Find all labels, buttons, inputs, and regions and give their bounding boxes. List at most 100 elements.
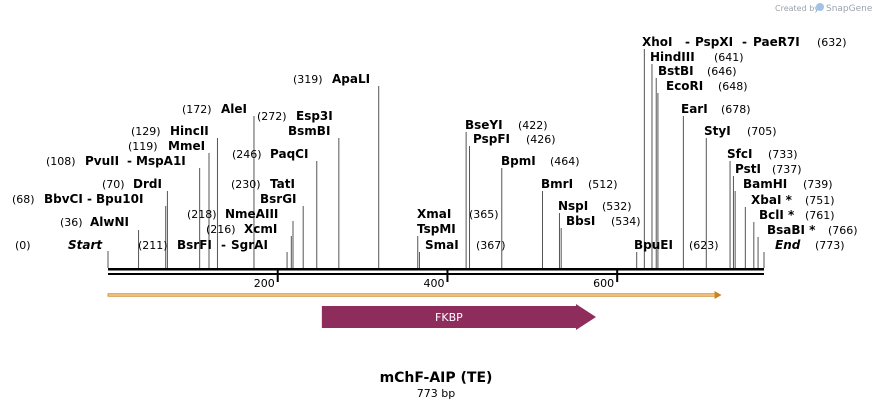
site-name: HindIII: [650, 50, 695, 64]
site-position: (108): [46, 155, 76, 168]
site-name: TatI: [270, 177, 295, 191]
cut-lines: [107, 49, 765, 268]
site-position: (426): [526, 133, 556, 146]
site-position: (367): [476, 239, 506, 252]
site-position: (464): [550, 155, 580, 168]
brand-name: SnapGene: [826, 4, 872, 14]
site-name: TspMI: [417, 222, 456, 236]
site-position: (773): [815, 239, 845, 252]
site-dash: -: [685, 35, 690, 49]
feature-arrowhead-1: [714, 291, 722, 299]
site-name: BpmI: [501, 154, 536, 168]
site-position: (422): [518, 119, 548, 132]
site-position: (737): [772, 163, 802, 176]
site-position: (678): [721, 103, 751, 116]
site-name: HincII: [170, 124, 209, 138]
site-position: (766): [828, 224, 858, 237]
feature-bar-1: [107, 293, 716, 297]
site-position: (218): [187, 208, 217, 221]
site-position: (761): [805, 209, 835, 222]
created-by-text: Created by: [775, 4, 819, 13]
site-name: BclI *: [759, 208, 795, 222]
site-name: BseYI: [465, 118, 503, 132]
backbone-top-line: [108, 268, 764, 271]
site-name: PspXI: [695, 35, 733, 49]
site-name: Start: [68, 238, 103, 252]
site-dash-name: MspA1I: [136, 154, 186, 168]
site-name: XhoI: [642, 35, 673, 49]
site-position: (319): [293, 73, 323, 86]
site-position: (751): [805, 194, 835, 207]
site-dash: -: [742, 35, 747, 49]
site-name: PvuII: [85, 154, 119, 168]
site-name: BbvCI: [44, 192, 83, 206]
site-name: BstBI: [658, 64, 694, 78]
site-name: PstI: [735, 162, 761, 176]
site-name: Esp3I: [296, 109, 333, 123]
backbone-bottom-line: [108, 273, 764, 275]
site-name: SgrAI: [231, 238, 268, 252]
ruler-label: 600: [593, 277, 614, 290]
site-position: (648): [718, 80, 748, 93]
site-position: (365): [469, 208, 499, 221]
site-name: ApaLI: [332, 72, 370, 86]
site-name: DrdI: [133, 177, 162, 191]
site-position: (623): [689, 239, 719, 252]
site-position: (230): [231, 178, 261, 191]
site-position: (641): [714, 51, 744, 64]
feature-label: FKBP: [435, 311, 463, 324]
site-name: PaeR7I: [753, 35, 800, 49]
site-name: BpuEI: [634, 238, 673, 252]
site-name: NmeAIII: [225, 207, 278, 221]
site-position: (0): [15, 239, 31, 252]
site-position: (68): [12, 193, 35, 206]
site-name: SfcI: [727, 147, 752, 161]
site-position: (272): [257, 110, 287, 123]
site-name: BsmBI: [288, 124, 330, 138]
site-name: XcmI: [244, 222, 277, 236]
site-position: (534): [611, 215, 641, 228]
site-name: BmrI: [541, 177, 573, 191]
snapgene-logo-icon: [816, 3, 824, 11]
site-labels: (0) Start (36) AlwNI (68) BbvCI (70) DrdI (108) P…: [12, 35, 858, 252]
plasmid-name: mChF-AIP (TE): [380, 370, 493, 386]
site-name: XmaI: [417, 207, 451, 221]
site-position: (632): [817, 36, 847, 49]
features: FKBP: [107, 291, 722, 330]
plasmid-length: 773 bp: [417, 387, 455, 400]
site-position: (119): [128, 140, 158, 153]
site-name: Bpu10I: [96, 192, 143, 206]
site-position: (70): [102, 178, 125, 191]
site-name: End: [775, 238, 801, 252]
site-position: (172): [182, 103, 212, 116]
feature-fkbp-arrow: [321, 304, 596, 330]
site-dash: -: [127, 154, 132, 168]
site-name: NspI: [558, 199, 588, 213]
site-position: (733): [768, 148, 798, 161]
site-dash: -: [221, 238, 226, 252]
site-position: (532): [602, 200, 632, 213]
site-position: (129): [131, 125, 161, 138]
ruler-label: 200: [254, 277, 275, 290]
site-position: (246): [232, 148, 262, 161]
site-name: AlwNI: [90, 215, 129, 229]
site-name: PspFI: [473, 132, 510, 146]
site-name: BsrFI: [177, 238, 212, 252]
site-name: SmaI: [425, 238, 459, 252]
ruler: 200 400 600: [254, 268, 619, 290]
site-name: EarI: [681, 102, 708, 116]
site-name: BsrGI: [260, 192, 297, 206]
site-name: StyI: [704, 124, 731, 138]
site-position: (705): [747, 125, 777, 138]
site-name: BamHI: [743, 177, 787, 191]
site-name: MmeI: [168, 139, 205, 153]
site-position: (646): [707, 65, 737, 78]
site-name: AleI: [221, 102, 247, 116]
site-name: PaqCI: [270, 147, 308, 161]
site-name: EcoRI: [666, 79, 703, 93]
site-name: XbaI *: [751, 193, 793, 207]
site-position: (739): [803, 178, 833, 191]
ruler-label: 400: [423, 277, 444, 290]
site-name: BsaBI *: [767, 223, 816, 237]
